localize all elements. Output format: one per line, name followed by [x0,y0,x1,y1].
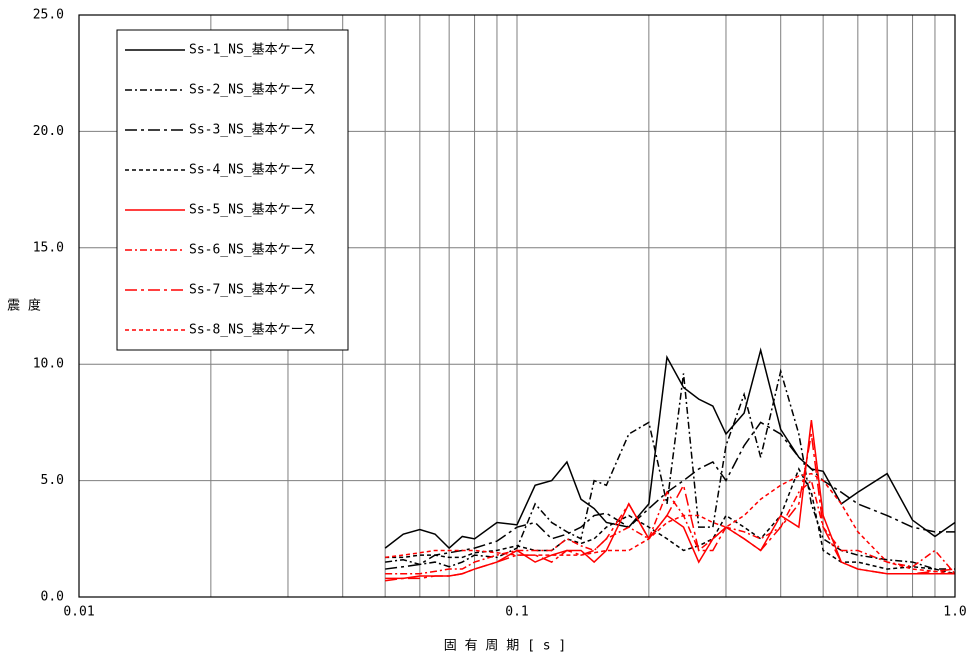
legend-label: Ss-2_NS_基本ケース [189,83,316,98]
y-tick-label: 0.0 [41,590,64,605]
y-tick-label: 10.0 [33,357,64,372]
series-line [385,433,956,582]
series-line [385,479,956,575]
series-line [385,472,956,575]
y-axis-title: 震 度 [7,298,41,314]
series-line [385,467,956,575]
legend-box [116,29,349,351]
x-axis-title: 固 有 周 期 [ s ] [444,639,566,654]
x-tick-label: 0.1 [505,605,528,620]
series-line [385,421,955,570]
x-tick-label: 1.0 [943,605,966,620]
y-tick-label: 5.0 [41,473,64,488]
legend-label: Ss-1_NS_基本ケース [189,43,316,58]
y-tick-label: 25.0 [33,8,64,23]
plot-frame [78,14,956,598]
legend-label: Ss-6_NS_基本ケース [189,243,316,258]
legend-label: Ss-3_NS_基本ケース [189,123,316,138]
series-line [385,368,955,570]
series-line [384,347,956,550]
x-tick-label: 0.01 [63,605,94,620]
y-tick-label: 15.0 [33,240,64,255]
legend-label: Ss-7_NS_基本ケース [189,283,316,298]
legend-label: Ss-5_NS_基本ケース [189,203,316,218]
legend-label: Ss-4_NS_基本ケース [189,163,316,178]
y-tick-label: 20.0 [33,124,64,139]
legend-label: Ss-8_NS_基本ケース [189,323,316,338]
